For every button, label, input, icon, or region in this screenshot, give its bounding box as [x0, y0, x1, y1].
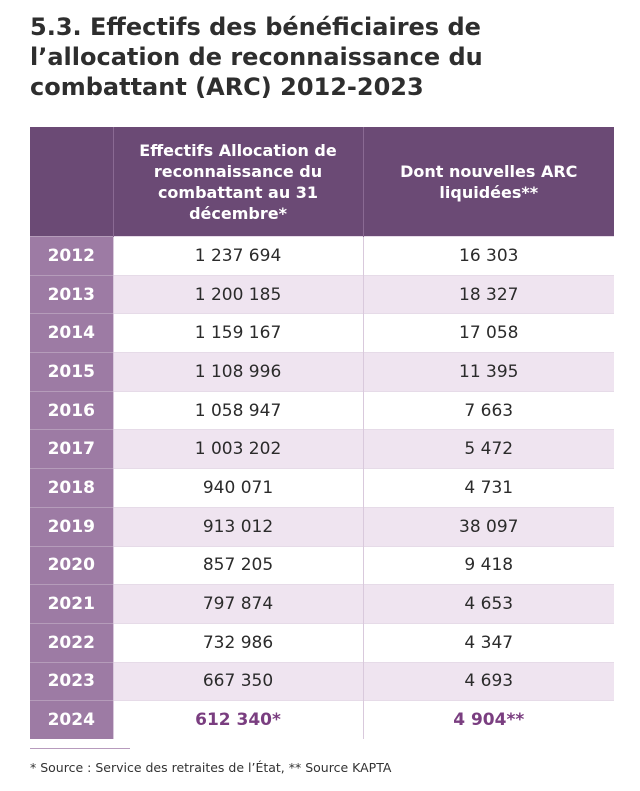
table-row: 2022 732 986 4 347 [30, 622, 614, 663]
table-row: 2018 940 071 4 731 [30, 468, 614, 508]
corner-cell [30, 127, 113, 237]
table-row: 2015 1 108 996 11 395 [30, 352, 614, 392]
value-cell: 5 472 [362, 429, 614, 469]
footnote-rule [30, 748, 130, 749]
value-cell: 18 327 [362, 274, 614, 314]
year-cell: 2024 [30, 700, 113, 739]
column-header: Dont nouvelles ARC liquidées** [362, 127, 614, 237]
value-cell: 4 731 [362, 468, 614, 508]
table-row: 2021 797 874 4 653 [30, 584, 614, 624]
footnote: * Source : Service des retraites de l’Ét… [30, 760, 392, 775]
table-row: 2024 612 340* 4 904** [30, 700, 614, 739]
table-row: 2014 1 159 167 17 058 [30, 313, 614, 353]
year-cell: 2012 [30, 236, 113, 276]
table-row: 2019 913 012 38 097 [30, 506, 614, 546]
value-cell: 9 418 [362, 545, 614, 585]
year-cell: 2014 [30, 313, 113, 353]
year-cell: 2016 [30, 390, 113, 430]
table-row: 2020 857 205 9 418 [30, 545, 614, 585]
table-row: 2013 1 200 185 18 327 [30, 274, 614, 314]
value-cell: 797 874 [112, 584, 363, 624]
value-cell: 913 012 [112, 506, 363, 546]
value-cell: 4 693 [362, 661, 614, 701]
value-cell: 4 653 [362, 584, 614, 624]
year-cell: 2020 [30, 545, 113, 585]
value-cell: 857 205 [112, 545, 363, 585]
title: 5.3. Effectifs des bénéficiaires de l’al… [30, 13, 483, 101]
year-cell: 2022 [30, 622, 113, 663]
year-cell: 2015 [30, 352, 113, 392]
header-row: Effectifs Allocation de reconnaissance d… [30, 127, 614, 237]
data-table: Effectifs Allocation de reconnaissance d… [30, 127, 614, 739]
table-body: 2012 1 237 694 16 303 2013 1 200 185 18 327 20… [30, 236, 614, 739]
value-cell: 1 237 694 [112, 236, 363, 276]
year-cell: 2019 [30, 506, 113, 546]
table-row: 2017 1 003 202 5 472 [30, 429, 614, 469]
value-cell: 940 071 [112, 468, 363, 508]
year-cell: 2018 [30, 468, 113, 508]
value-cell: 4 904** [362, 700, 614, 739]
value-cell: 1 159 167 [112, 313, 363, 353]
value-cell: 667 350 [112, 661, 363, 701]
table-row: 2023 667 350 4 693 [30, 661, 614, 701]
year-cell: 2021 [30, 584, 113, 624]
table-row: 2012 1 237 694 16 303 [30, 236, 614, 276]
year-cell: 2017 [30, 429, 113, 469]
value-cell: 38 097 [362, 506, 614, 546]
value-cell: 16 303 [362, 236, 614, 276]
year-cell: 2013 [30, 274, 113, 314]
value-cell: 1 108 996 [112, 352, 363, 392]
value-cell: 1 058 947 [112, 390, 363, 430]
value-cell: 17 058 [362, 313, 614, 353]
value-cell: 4 347 [362, 622, 614, 663]
value-cell: 732 986 [112, 622, 363, 663]
column-header: Effectifs Allocation de reconnaissance d… [112, 127, 363, 237]
value-cell: 612 340* [112, 700, 363, 739]
table-row: 2016 1 058 947 7 663 [30, 390, 614, 430]
value-cell: 7 663 [362, 390, 614, 430]
year-cell: 2023 [30, 661, 113, 701]
value-cell: 1 200 185 [112, 274, 363, 314]
value-cell: 1 003 202 [112, 429, 363, 469]
value-cell: 11 395 [362, 352, 614, 392]
